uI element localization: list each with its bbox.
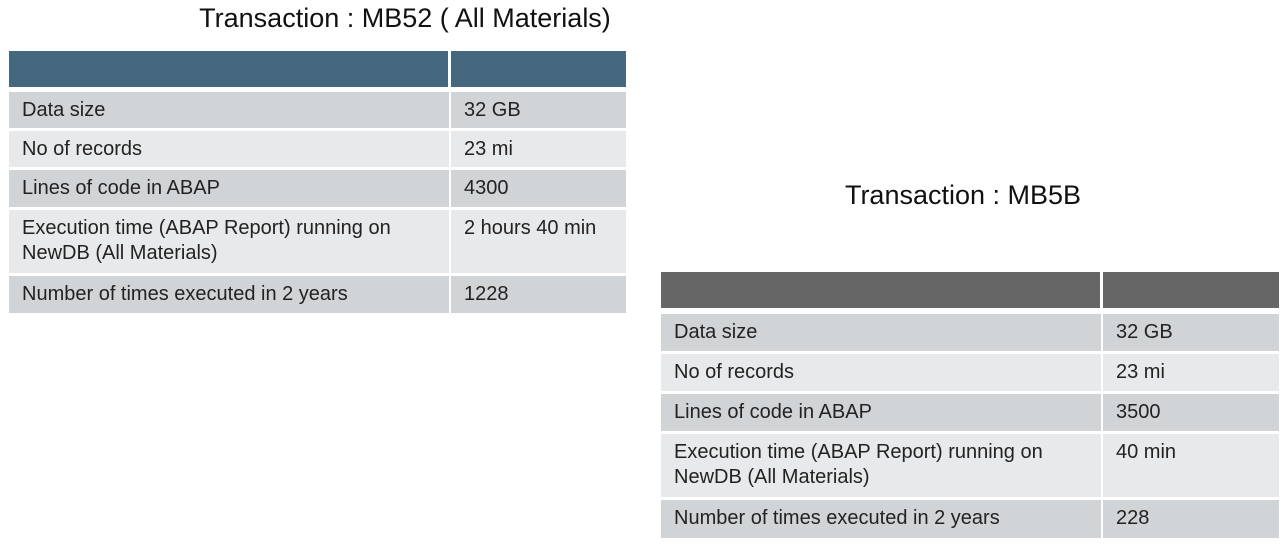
- row-label: Lines of code in ABAP: [661, 394, 1101, 431]
- row-label: Execution time (ABAP Report) running on …: [661, 434, 1101, 497]
- row-value: 4300: [451, 170, 626, 207]
- row-value: 228: [1103, 500, 1279, 538]
- row-value: 1228: [451, 276, 626, 313]
- row-label: Data size: [9, 92, 449, 128]
- row-label: Execution time (ABAP Report) running on …: [9, 210, 449, 273]
- row-value: 3500: [1103, 394, 1279, 431]
- row-value: 23 mi: [451, 131, 626, 167]
- row-label: No of records: [661, 354, 1101, 391]
- row-value: 2 hours 40 min: [451, 210, 626, 273]
- row-label: Number of times executed in 2 years: [9, 276, 449, 313]
- header-cell: [661, 272, 1100, 308]
- row-value: 23 mi: [1103, 354, 1279, 391]
- table-title: Transaction : MB52 ( All Materials): [199, 3, 611, 33]
- row-label: Number of times executed in 2 years: [661, 500, 1101, 538]
- row-value: 32 GB: [1103, 314, 1279, 351]
- row-value: 40 min: [1103, 434, 1279, 497]
- table-title: Transaction : MB5B: [844, 180, 1082, 210]
- row-value: 32 GB: [451, 92, 626, 128]
- row-label: Lines of code in ABAP: [9, 170, 449, 207]
- row-label: Data size: [661, 314, 1101, 351]
- header-cell: [1103, 272, 1279, 308]
- row-label: No of records: [9, 131, 449, 167]
- header-cell: [451, 51, 626, 87]
- header-cell: [9, 51, 448, 87]
